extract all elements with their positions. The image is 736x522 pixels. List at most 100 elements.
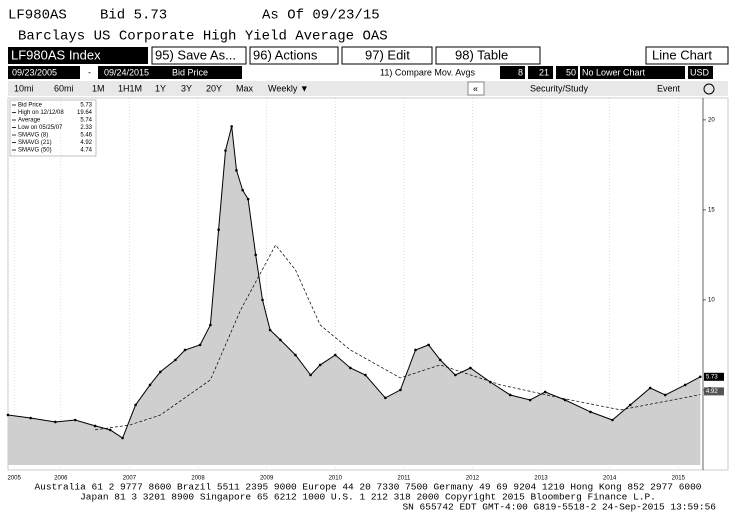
point	[54, 420, 57, 424]
legend-label: SMAVG (21)	[18, 140, 52, 146]
legend-label: SMAVG (50)	[18, 148, 52, 154]
point	[318, 363, 322, 367]
field[interactable]: Bid Price	[172, 67, 208, 77]
legend-label: SMAVG (8)	[18, 133, 48, 139]
period[interactable]: 21	[539, 67, 549, 77]
dash: -	[88, 67, 91, 77]
point	[217, 228, 220, 232]
period-option[interactable]: 10mi	[14, 83, 34, 93]
button-label[interactable]: 97) Edit	[365, 47, 410, 62]
field-box[interactable]	[580, 66, 685, 79]
button-label[interactable]: 96) Actions	[253, 47, 318, 62]
value-tag	[704, 387, 724, 396]
security-name: Barclays US Corporate High Yield Average…	[18, 29, 388, 45]
start-date[interactable]: 09/23/2005	[12, 67, 57, 77]
legend-box	[9, 99, 97, 157]
field-box[interactable]	[528, 66, 553, 79]
point	[309, 373, 312, 377]
x-tick-label: 2005	[7, 476, 21, 482]
end-date[interactable]: 09/24/2015	[104, 67, 149, 77]
field-box[interactable]	[556, 66, 578, 79]
point	[427, 343, 430, 347]
ticker: LF980AS	[8, 8, 67, 24]
button[interactable]	[341, 46, 433, 65]
period-option[interactable]: Max	[236, 83, 254, 93]
lower-chart[interactable]: No Lower Chart	[582, 67, 646, 77]
study[interactable]: Security/Study	[530, 83, 589, 93]
field-box[interactable]	[170, 66, 242, 79]
button[interactable]	[435, 46, 541, 65]
point	[134, 403, 137, 407]
point	[148, 383, 152, 387]
value-tag	[704, 372, 724, 381]
currency[interactable]: USD	[690, 67, 710, 77]
as-of: As Of 09/23/15	[262, 8, 380, 24]
button[interactable]	[249, 46, 339, 65]
button-label[interactable]: 95) Save As...	[155, 47, 236, 62]
y-tick-label: 15	[708, 208, 715, 214]
point	[108, 428, 112, 432]
collapse-button[interactable]	[467, 81, 485, 96]
point	[246, 197, 250, 201]
point	[364, 373, 367, 377]
collapse[interactable]: «	[473, 83, 478, 93]
period[interactable]: 8	[518, 67, 523, 77]
point	[198, 343, 202, 347]
legend-value: 2.33	[80, 125, 92, 131]
point	[543, 390, 547, 394]
point	[563, 398, 567, 402]
point	[683, 383, 687, 387]
field-box[interactable]	[500, 66, 525, 79]
point	[29, 416, 32, 420]
period-option[interactable]: 20Y	[206, 83, 222, 93]
period-option[interactable]: 3Y	[181, 83, 192, 93]
event[interactable]: Event	[657, 83, 681, 93]
button-label[interactable]: 98) Table	[455, 47, 508, 62]
point	[469, 366, 472, 370]
point	[454, 373, 457, 377]
point	[698, 375, 702, 379]
x-tick-label: 2009	[260, 476, 274, 482]
period[interactable]: 50	[566, 67, 576, 77]
point	[209, 323, 212, 327]
footer-line: SN 655742 EDT GMT-4:00 G819-5518-2 24-Se…	[402, 502, 716, 513]
period-option[interactable]: 1H1M	[118, 83, 142, 93]
point	[73, 418, 77, 422]
x-tick-label: 2007	[123, 476, 137, 482]
point	[241, 188, 244, 192]
security-box[interactable]	[8, 47, 148, 64]
field-box[interactable]	[688, 66, 713, 79]
legend-label: Low on 05/25/07	[18, 125, 63, 131]
period-option[interactable]: 1M	[92, 83, 105, 93]
point	[663, 393, 667, 397]
point	[528, 398, 532, 402]
period-option[interactable]: 1Y	[155, 83, 166, 93]
legend-value: 4.74	[80, 148, 92, 154]
settings-bar: 09/23/2005 - 09/24/2015 Bid Price 11) Co…	[8, 66, 713, 79]
settings-icon[interactable]	[703, 83, 715, 95]
plot: 5101520200520062007200820092010201120122…	[6, 98, 724, 482]
point	[230, 125, 233, 128]
point	[414, 348, 417, 352]
point	[183, 348, 187, 352]
button[interactable]	[645, 46, 729, 65]
frequency[interactable]: Weekly ▼	[268, 83, 309, 93]
value-tag-label: 4.92	[706, 389, 718, 395]
field-box[interactable]	[98, 66, 170, 79]
point	[174, 358, 177, 362]
button[interactable]	[151, 46, 247, 65]
period-option[interactable]: 60mi	[54, 83, 74, 93]
legend-value: 4.92	[80, 140, 92, 146]
period-bar: Weekly ▼ « Security/Study Event 10mi 60mi…	[8, 81, 728, 96]
x-tick-label: 2006	[54, 476, 68, 482]
area	[8, 126, 701, 466]
chart-type[interactable]: Line Chart	[652, 47, 712, 62]
bid: Bid 5.73	[100, 8, 167, 24]
point	[93, 424, 97, 428]
point	[628, 403, 632, 407]
security[interactable]: LF980AS Index	[11, 47, 101, 62]
value-tag-label: 5.73	[706, 374, 718, 380]
compare[interactable]: 11) Compare Mov. Avgs	[380, 67, 476, 77]
field-box[interactable]	[8, 66, 80, 79]
point	[235, 169, 238, 172]
